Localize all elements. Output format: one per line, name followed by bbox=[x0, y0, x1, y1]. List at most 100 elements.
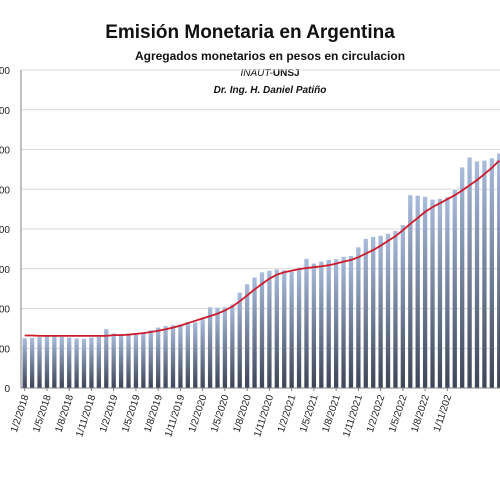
bar bbox=[378, 235, 383, 388]
bar bbox=[482, 160, 487, 388]
x-tick-label: 1/5/2019 bbox=[120, 393, 143, 434]
bar bbox=[319, 261, 324, 388]
bar bbox=[489, 158, 494, 388]
x-tick-label: 1/5/2020 bbox=[209, 393, 232, 434]
institution-line: INAUT-UNSJ bbox=[0, 68, 500, 79]
bar bbox=[371, 236, 376, 388]
bar bbox=[437, 198, 443, 388]
bar bbox=[44, 336, 50, 388]
bar bbox=[467, 157, 472, 388]
x-tick-label: 1/8/2018 bbox=[54, 393, 77, 434]
bar bbox=[296, 267, 302, 388]
bar bbox=[333, 259, 339, 388]
bar bbox=[133, 333, 139, 388]
bar bbox=[29, 337, 35, 388]
bar bbox=[59, 336, 64, 388]
bar bbox=[408, 195, 413, 388]
bar bbox=[22, 338, 27, 388]
bar bbox=[304, 258, 309, 388]
bar bbox=[393, 230, 398, 388]
bar bbox=[348, 256, 354, 388]
x-tick-label: 1/2/2022 bbox=[365, 393, 388, 434]
bar bbox=[460, 167, 465, 388]
bar bbox=[81, 338, 87, 388]
x-tick-label: 1/8/2020 bbox=[232, 393, 255, 434]
author-line: Dr. Ing. H. Daniel Patiño bbox=[213, 85, 327, 96]
bar bbox=[163, 325, 168, 388]
bar bbox=[178, 324, 183, 388]
y-tick-label: 00 bbox=[0, 265, 10, 276]
bar bbox=[52, 335, 57, 388]
y-tick-label: 00 bbox=[0, 305, 10, 316]
x-tick-label: 1/11/2020 bbox=[252, 393, 276, 438]
x-tick-label: 1/11/2021 bbox=[341, 393, 365, 438]
bar bbox=[326, 260, 331, 388]
bar bbox=[111, 333, 116, 388]
bar bbox=[215, 307, 220, 388]
bar bbox=[415, 195, 420, 388]
bar bbox=[74, 338, 79, 388]
chart-subtitle: Agregados monetarios en pesos en circula… bbox=[134, 49, 406, 63]
bar bbox=[230, 304, 235, 388]
x-tick-label: 1/2/2020 bbox=[187, 393, 210, 434]
x-tick-label: 1/11/2019 bbox=[163, 393, 187, 438]
bar bbox=[311, 263, 317, 388]
x-tick-label: 1/5/2021 bbox=[298, 393, 321, 434]
bar bbox=[237, 292, 242, 388]
x-tick-label: 1/11/2018 bbox=[74, 393, 98, 438]
bar bbox=[497, 153, 500, 388]
bar bbox=[341, 256, 346, 388]
x-tick-label: 1/5/2018 bbox=[31, 393, 54, 434]
bar bbox=[363, 238, 368, 388]
bar bbox=[222, 307, 228, 388]
x-tick-label: 1/5/2022 bbox=[387, 393, 410, 434]
bar bbox=[267, 270, 272, 388]
y-tick-label: 00 bbox=[0, 185, 10, 196]
bar bbox=[356, 247, 361, 388]
bar bbox=[141, 332, 146, 388]
y-tick-label: 00 bbox=[0, 146, 10, 157]
x-tick-label: 1/11/202 bbox=[432, 393, 454, 433]
bar bbox=[104, 329, 109, 388]
bar bbox=[452, 190, 457, 388]
bar bbox=[37, 337, 42, 388]
bar bbox=[430, 199, 435, 388]
bar bbox=[252, 277, 257, 388]
bar bbox=[170, 325, 176, 388]
bar bbox=[422, 196, 428, 388]
bar bbox=[148, 330, 153, 388]
bar bbox=[445, 197, 450, 388]
bar bbox=[400, 225, 406, 388]
bar bbox=[156, 327, 161, 388]
bar bbox=[282, 270, 287, 388]
bar bbox=[245, 284, 250, 388]
x-tick-label: 1/2/2021 bbox=[276, 393, 299, 434]
y-tick-label: 00 bbox=[0, 66, 10, 77]
bar bbox=[118, 333, 124, 388]
institution-sep: - bbox=[269, 68, 273, 79]
y-tick-label: 00 bbox=[0, 106, 10, 117]
institution-a: INAUT bbox=[240, 68, 270, 79]
x-tick-label: 1/8/2021 bbox=[320, 393, 343, 434]
chart-title: Emisión Monetaria en Argentina bbox=[105, 22, 395, 43]
x-tick-label: 1/2/2019 bbox=[98, 393, 121, 434]
x-tick-label: 1/8/2022 bbox=[409, 393, 432, 434]
y-tick-label: 00 bbox=[0, 225, 10, 236]
y-tick-label: 0 bbox=[4, 384, 10, 395]
bar bbox=[193, 322, 198, 388]
bar bbox=[207, 307, 213, 388]
bar bbox=[259, 272, 265, 388]
bar bbox=[200, 319, 205, 388]
trend-line bbox=[24, 159, 500, 337]
bar bbox=[96, 336, 102, 388]
bar bbox=[385, 233, 391, 388]
bar bbox=[185, 322, 190, 388]
y-tick-label: 00 bbox=[0, 344, 10, 355]
bar bbox=[289, 271, 294, 388]
x-tick-label: 1/8/2019 bbox=[143, 393, 166, 434]
bar bbox=[274, 269, 279, 388]
institution-b: UNSJ bbox=[272, 68, 300, 79]
bar bbox=[126, 333, 131, 388]
